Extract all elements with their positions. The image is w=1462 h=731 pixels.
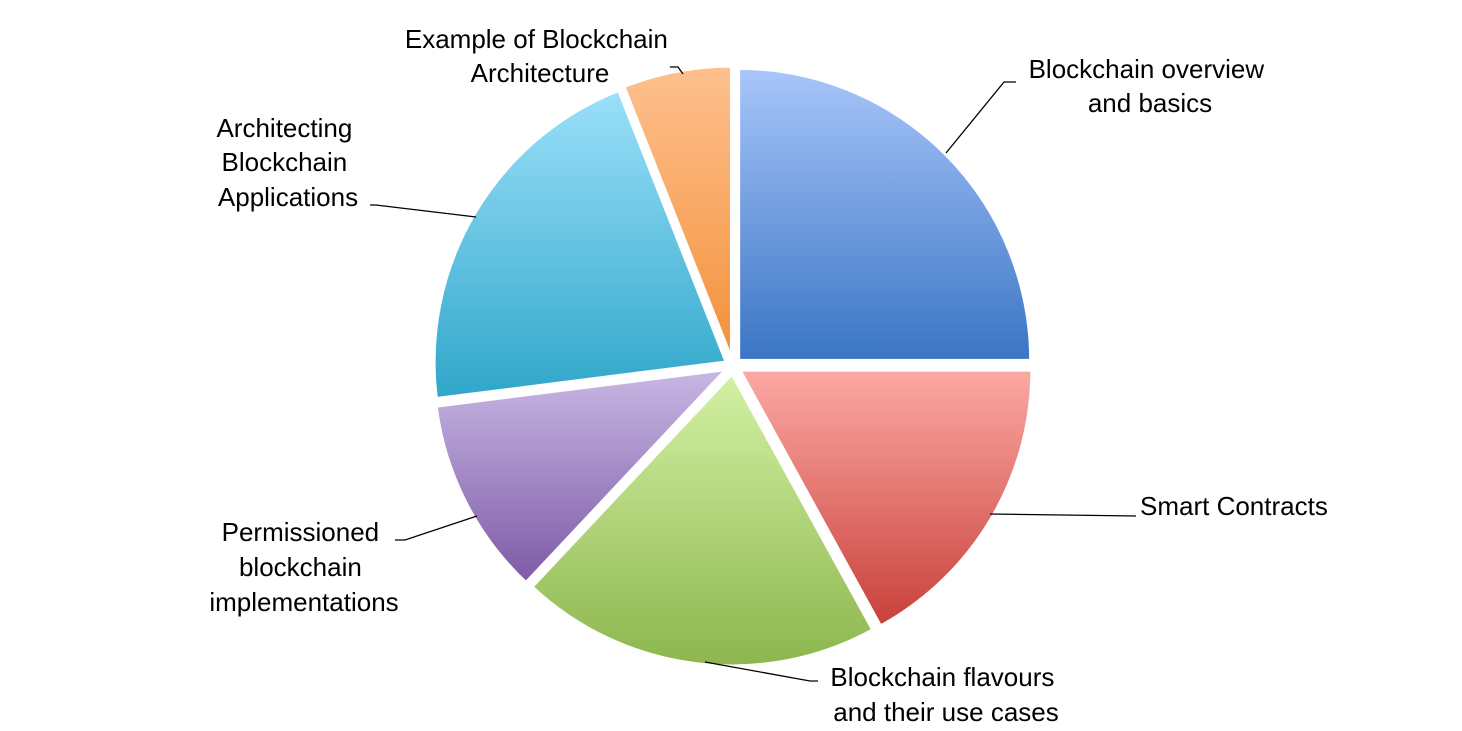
leader-line-2 — [989, 513, 1137, 517]
label-architecting-line3: Applications — [218, 182, 358, 212]
pie-slice-3 — [529, 371, 875, 668]
label-architecting: Architecting Blockchain Applications — [216, 113, 359, 212]
label-example-architecture: Example of Blockchain Architecture — [405, 24, 675, 88]
label-blockchain-flavours-line1: Blockchain flavours — [830, 662, 1054, 692]
pie-slice-1 — [737, 66, 1033, 362]
label-permissioned-line2: blockchain — [239, 552, 362, 582]
leader-line-5 — [370, 204, 477, 218]
pie-slice-4 — [434, 367, 730, 585]
label-permissioned-line1: Permissioned — [222, 517, 380, 547]
label-permissioned-line3: implementations — [209, 587, 398, 617]
label-blockchain-overview: Blockchain overview and basics — [1029, 54, 1272, 118]
leader-line-1 — [945, 81, 1016, 154]
leader-line-6 — [670, 66, 684, 75]
pie-slice-6 — [622, 64, 734, 359]
label-smart-contracts-line1: Smart Contracts — [1140, 491, 1328, 521]
label-architecting-line2: Blockchain — [222, 147, 348, 177]
label-blockchain-overview-line2: and basics — [1088, 88, 1212, 118]
label-example-architecture-line2: Architecture — [471, 58, 610, 88]
label-blockchain-overview-line1: Blockchain overview — [1029, 54, 1265, 84]
pie-slice-5 — [432, 88, 729, 401]
label-blockchain-flavours: Blockchain flavours and their use cases — [830, 662, 1061, 727]
label-architecting-line1: Architecting — [216, 113, 352, 143]
leader-line-4 — [395, 515, 478, 541]
label-blockchain-flavours-line2: and their use cases — [833, 697, 1058, 727]
pie-slice-2 — [737, 368, 1034, 628]
label-smart-contracts: Smart Contracts — [1140, 491, 1328, 521]
label-example-architecture-line1: Example of Blockchain — [405, 24, 668, 54]
leader-line-3 — [704, 661, 818, 682]
label-permissioned: Permissioned blockchain implementations — [209, 517, 398, 617]
